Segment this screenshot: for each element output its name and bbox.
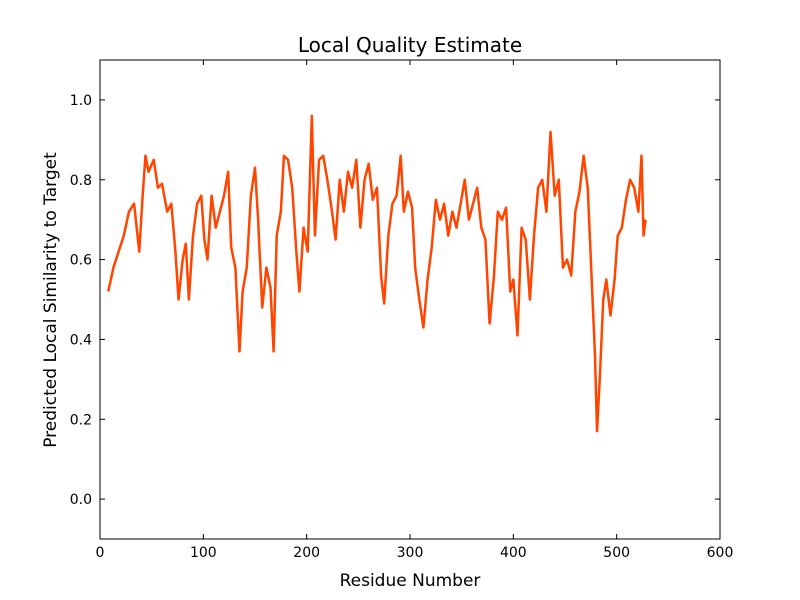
plot-frame <box>99 59 721 540</box>
chart-title: Local Quality Estimate <box>298 33 522 57</box>
x-axis-label: Residue Number <box>340 571 481 591</box>
y-tick-label: 0.6 <box>70 253 92 269</box>
x-tick-label: 400 <box>500 545 527 561</box>
x-tick-label: 0 <box>96 545 105 561</box>
x-tick-label: 600 <box>707 545 734 561</box>
y-tick-label: 0.4 <box>70 332 92 348</box>
y-axis-label: Predicted Local Similarity to Target <box>41 152 61 448</box>
x-tick-label: 500 <box>603 545 630 561</box>
x-tick-label: 100 <box>190 545 217 561</box>
x-tick-label: 200 <box>293 545 320 561</box>
y-tick-label: 1.0 <box>70 93 92 109</box>
data-line <box>107 114 647 433</box>
y-tick-label: 0.8 <box>70 173 92 189</box>
x-tick-label: 300 <box>397 545 424 561</box>
y-tick-label: 0.2 <box>70 412 92 428</box>
y-tick-label: 0.0 <box>70 492 92 508</box>
